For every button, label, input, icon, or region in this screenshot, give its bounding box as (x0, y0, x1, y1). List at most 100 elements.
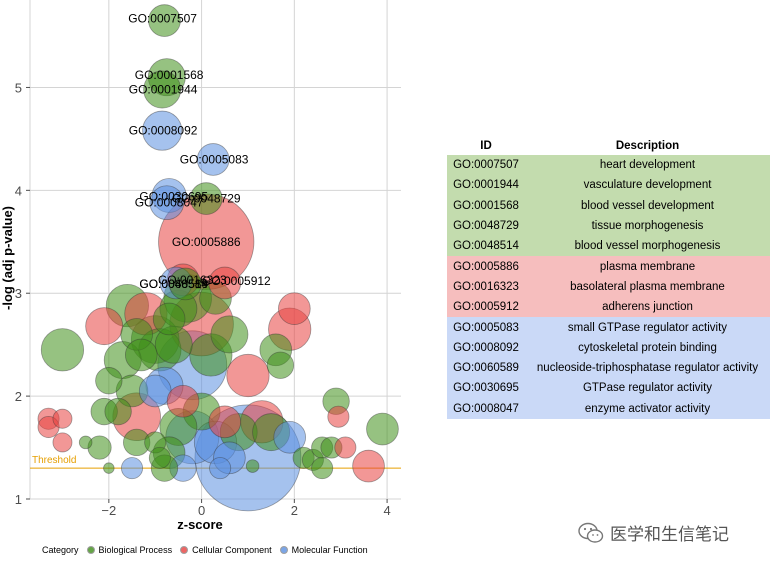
bubble-point (327, 405, 350, 428)
go-id-cell: GO:0005083 (453, 321, 519, 334)
go-description-cell: blood vessel development (581, 199, 714, 212)
table-row: GO:0001568 blood vessel development (447, 195, 770, 216)
legend-dot (279, 546, 288, 554)
legend-item-cellular-component: Cellular Component (180, 545, 272, 555)
x-axis-label: z-score (177, 517, 223, 532)
bubble-point (148, 4, 181, 37)
x-tick-label: 0 (198, 503, 205, 518)
bubble-point (334, 436, 357, 459)
go-label: GO:0060589 (139, 277, 208, 291)
y-tick-label: 4 (15, 183, 22, 198)
y-tick-label: 2 (15, 389, 22, 404)
go-label: GO:0005886 (172, 235, 241, 249)
bubble-point (85, 307, 124, 346)
go-description-cell: basolateral plasma membrane (570, 280, 725, 293)
go-description-cell: plasma membrane (599, 260, 696, 273)
go-label: GO:0016323 (158, 273, 227, 287)
bubble-point (166, 384, 200, 418)
table-row: GO:0060589 nucleoside-triphosphatase regu… (447, 357, 770, 379)
bubble-point (196, 143, 230, 176)
bubble-point (78, 435, 93, 450)
go-id-cell: GO:0007507 (453, 159, 519, 172)
bubbles (37, 4, 399, 512)
go-description-cell: blood vessel morphogenesis (574, 240, 721, 253)
bubble-point (208, 405, 242, 439)
table-row: GO:0030695 GTPase regulator activity (447, 378, 770, 399)
go-label: GO:0030695 (139, 190, 208, 204)
go-label: GO:0001568 (135, 68, 204, 82)
y-tick-label: 1 (15, 492, 22, 507)
table-row: GO:0001944 vasculature development (447, 175, 770, 196)
bubble-point (143, 70, 182, 109)
legend-item-biological-process: Biological Process (86, 545, 173, 555)
watermark-text: 医学和生信笔记 (610, 525, 729, 545)
bubble-point (208, 266, 242, 300)
go-description-cell: GTPase regulator activity (582, 382, 713, 395)
bubble-point (149, 185, 185, 221)
bubble-point (311, 457, 334, 480)
go-label: GO:0005083 (180, 152, 249, 166)
bubble-point (226, 353, 270, 398)
x-tick-label: 2 (291, 503, 298, 518)
legend-label: Cellular Component (192, 545, 272, 555)
legend-label: Biological Process (98, 545, 173, 555)
go-id-cell: GO:0048514 (453, 240, 519, 253)
go-description-cell: cytoskeletal protein binding (578, 341, 717, 354)
bubble-point (121, 457, 144, 480)
table-row: GO:0005886 plasma membrane (447, 256, 770, 277)
table-row: GO:0005083 small GTPase regulator activit… (447, 317, 770, 338)
go-id-cell: GO:0030695 (453, 382, 519, 395)
go-description-cell: adherens junction (602, 301, 693, 314)
go-description-cell: tissue morphogenesis (591, 220, 704, 233)
table-row: GO:0007507 heart development (447, 155, 770, 176)
table-row: GO:0008047 enzyme activator activity (447, 398, 770, 419)
table-row: GO:0005912 adherens junction (447, 297, 770, 318)
bubble-point (245, 459, 260, 473)
legend-item-molecular-function: Molecular Function (279, 545, 368, 555)
bubble-point (104, 397, 132, 426)
y-tick-label: 5 (15, 80, 22, 95)
bubble-chart: Threshold GO:0007507 GO:0001568GO:0001944… (0, 0, 401, 532)
go-description-cell: vasculature development (583, 179, 712, 192)
legend-dot (180, 546, 189, 554)
table-row: GO:0048514 blood vessel morphogenesis (447, 236, 770, 257)
legend-label: Molecular Function (291, 545, 368, 555)
bubble-point (209, 457, 232, 480)
bubble-point (152, 302, 186, 336)
go-term-table: ID Description GO:0007507 heart developme… (447, 137, 770, 419)
bubble-point (95, 367, 123, 395)
bubble-point (273, 420, 307, 454)
table-header-row: ID Description (447, 137, 770, 155)
table-header-description: Description (615, 140, 680, 152)
y-tick-label: 3 (15, 286, 22, 301)
go-id-cell: GO:0001944 (453, 179, 519, 192)
watermark: 医学和生信笔记 (578, 520, 729, 545)
legend-title: Category (42, 545, 79, 555)
bubble-point (52, 408, 73, 429)
table-header-id: ID (480, 140, 492, 152)
go-id-cell: GO:0016323 (453, 280, 519, 293)
go-label: GO:0008047 (135, 196, 204, 210)
go-id-cell: GO:0008092 (453, 341, 519, 354)
go-description-cell: nucleoside-triphosphatase regulator acti… (536, 362, 759, 375)
bubble-point (138, 374, 172, 408)
y-axis-label: -log (adj p-value) (0, 206, 15, 310)
bubble-point (366, 412, 399, 446)
table-row: GO:0048729 tissue morphogenesis (447, 215, 770, 237)
go-label: GO:0008092 (129, 124, 198, 138)
bubble-point (142, 110, 183, 151)
go-description-cell: heart development (599, 159, 696, 172)
go-id-cell: GO:0060589 (453, 362, 519, 375)
go-description-cell: small GTPase regulator activity (567, 321, 728, 334)
go-id-cell: GO:0001568 (453, 199, 519, 212)
go-label: GO:0048514 (139, 277, 208, 291)
bubble-point (40, 328, 85, 372)
go-description-cell: enzyme activator activity (584, 402, 711, 415)
go-label: GO:0001944 (129, 83, 198, 97)
bubble-point (189, 182, 223, 215)
bubble-point (148, 446, 171, 469)
go-label: GO:0005912 (202, 274, 271, 288)
bubble-point (52, 432, 73, 453)
go-id-cell: GO:0005886 (453, 260, 519, 273)
